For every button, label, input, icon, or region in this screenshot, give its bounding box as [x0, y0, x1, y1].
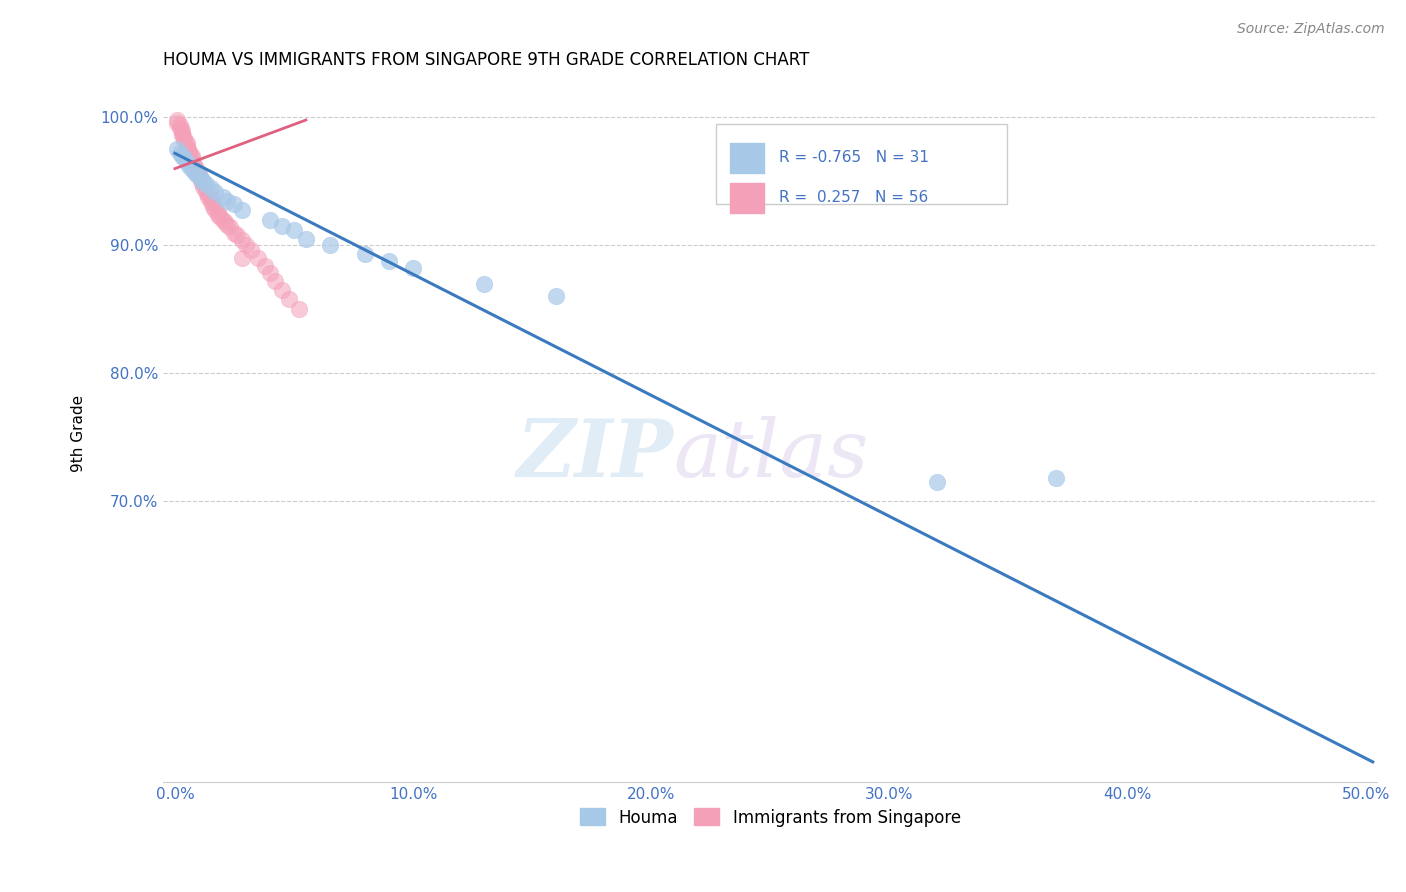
Point	[173, 134, 195, 148]
Point	[474, 277, 496, 291]
Point	[187, 169, 209, 184]
Point	[170, 128, 193, 143]
Point	[166, 143, 188, 157]
Point	[925, 475, 948, 489]
Text: HOUMA VS IMMIGRANTS FROM SINGAPORE 9TH GRADE CORRELATION CHART: HOUMA VS IMMIGRANTS FROM SINGAPORE 9TH G…	[163, 51, 810, 69]
Point	[217, 218, 239, 232]
FancyBboxPatch shape	[716, 124, 1007, 204]
Point	[179, 146, 201, 161]
Point	[209, 211, 232, 225]
Point	[186, 167, 208, 181]
Point	[259, 212, 281, 227]
Point	[240, 244, 263, 258]
Point	[204, 185, 226, 199]
Point	[186, 161, 208, 176]
Point	[176, 141, 198, 155]
Point	[190, 172, 212, 186]
Text: R =  0.257   N = 56: R = 0.257 N = 56	[779, 191, 928, 205]
Point	[231, 233, 253, 247]
Point	[200, 194, 222, 209]
Point	[166, 115, 188, 129]
Point	[259, 267, 281, 281]
Text: atlas: atlas	[673, 416, 869, 493]
Text: ZIP: ZIP	[516, 416, 673, 493]
Point	[169, 118, 191, 132]
Point	[170, 149, 193, 163]
Point	[176, 138, 198, 153]
Point	[200, 192, 222, 206]
Point	[544, 289, 567, 303]
Point	[235, 238, 257, 252]
Point	[197, 187, 219, 202]
Point	[402, 261, 425, 276]
Point	[166, 113, 188, 128]
Point	[271, 219, 294, 234]
Point	[194, 185, 217, 199]
Point	[207, 205, 229, 219]
Point	[193, 174, 215, 188]
Point	[224, 197, 246, 211]
Text: Source: ZipAtlas.com: Source: ZipAtlas.com	[1237, 22, 1385, 37]
Point	[180, 152, 202, 166]
Point	[183, 159, 205, 173]
Point	[176, 155, 198, 169]
Point	[183, 164, 205, 178]
Point	[187, 169, 209, 184]
Point	[211, 190, 233, 204]
Point	[231, 251, 253, 265]
Point	[194, 177, 217, 191]
Point	[190, 172, 212, 186]
Point	[378, 253, 401, 268]
Point	[200, 181, 222, 195]
Point	[283, 223, 305, 237]
Point	[169, 120, 191, 135]
Point	[217, 194, 239, 208]
Point	[194, 182, 217, 196]
Point	[170, 123, 193, 137]
Point	[225, 228, 247, 243]
Point	[193, 177, 215, 191]
Point	[207, 208, 229, 222]
Point	[190, 174, 212, 188]
Legend: Houma, Immigrants from Singapore: Houma, Immigrants from Singapore	[574, 802, 967, 833]
Point	[170, 126, 193, 140]
FancyBboxPatch shape	[730, 144, 765, 172]
Point	[173, 131, 195, 145]
Point	[180, 161, 202, 176]
Point	[211, 212, 233, 227]
Point	[247, 251, 270, 265]
Point	[183, 156, 205, 170]
Point	[295, 232, 318, 246]
Point	[214, 215, 236, 229]
Point	[354, 247, 377, 261]
Point	[231, 202, 253, 217]
Point	[271, 283, 294, 297]
Point	[204, 202, 226, 217]
Point	[193, 179, 215, 194]
Point	[218, 220, 240, 235]
Point	[197, 190, 219, 204]
Point	[264, 274, 287, 288]
Point	[201, 197, 224, 211]
Point	[278, 292, 301, 306]
Point	[169, 146, 191, 161]
Point	[318, 238, 340, 252]
Point	[186, 164, 208, 178]
Point	[179, 144, 201, 158]
Point	[179, 159, 201, 173]
Point	[187, 167, 209, 181]
Point	[287, 302, 309, 317]
Point	[224, 226, 246, 240]
Point	[180, 149, 202, 163]
FancyBboxPatch shape	[730, 184, 765, 212]
Y-axis label: 9th Grade: 9th Grade	[72, 395, 86, 473]
Point	[180, 153, 202, 168]
Text: R = -0.765   N = 31: R = -0.765 N = 31	[779, 151, 929, 165]
Point	[1045, 471, 1067, 485]
Point	[176, 136, 198, 150]
Point	[254, 259, 277, 273]
Point	[201, 200, 224, 214]
Point	[173, 152, 195, 166]
